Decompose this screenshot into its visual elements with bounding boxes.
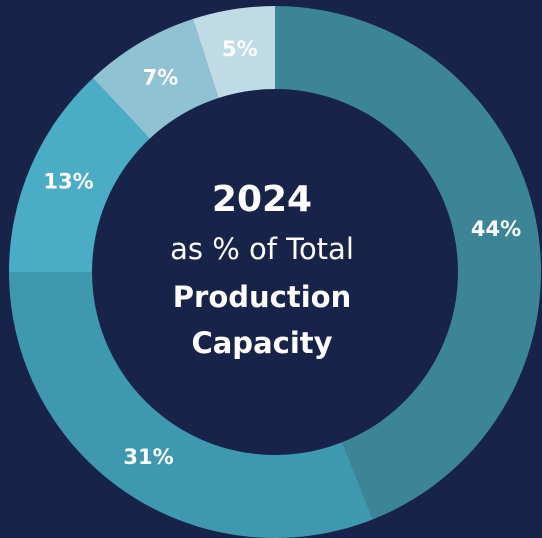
center-label: Production	[173, 280, 351, 314]
chart-subtitle: as % of Total	[170, 232, 354, 266]
value-label: 13%	[43, 170, 93, 194]
donut-segment	[275, 6, 542, 520]
donut-segment	[192, 6, 275, 98]
donut-segment	[9, 272, 373, 538]
value-label: 31%	[123, 445, 173, 469]
donut-segment	[9, 78, 150, 272]
center-label: Capacity	[191, 326, 332, 360]
donut-segment	[92, 19, 219, 139]
value-label: 7%	[143, 65, 179, 89]
chart-title: 2024	[212, 179, 312, 220]
donut	[9, 6, 542, 538]
value-label: 5%	[222, 37, 258, 61]
value-label: 44%	[471, 217, 521, 241]
